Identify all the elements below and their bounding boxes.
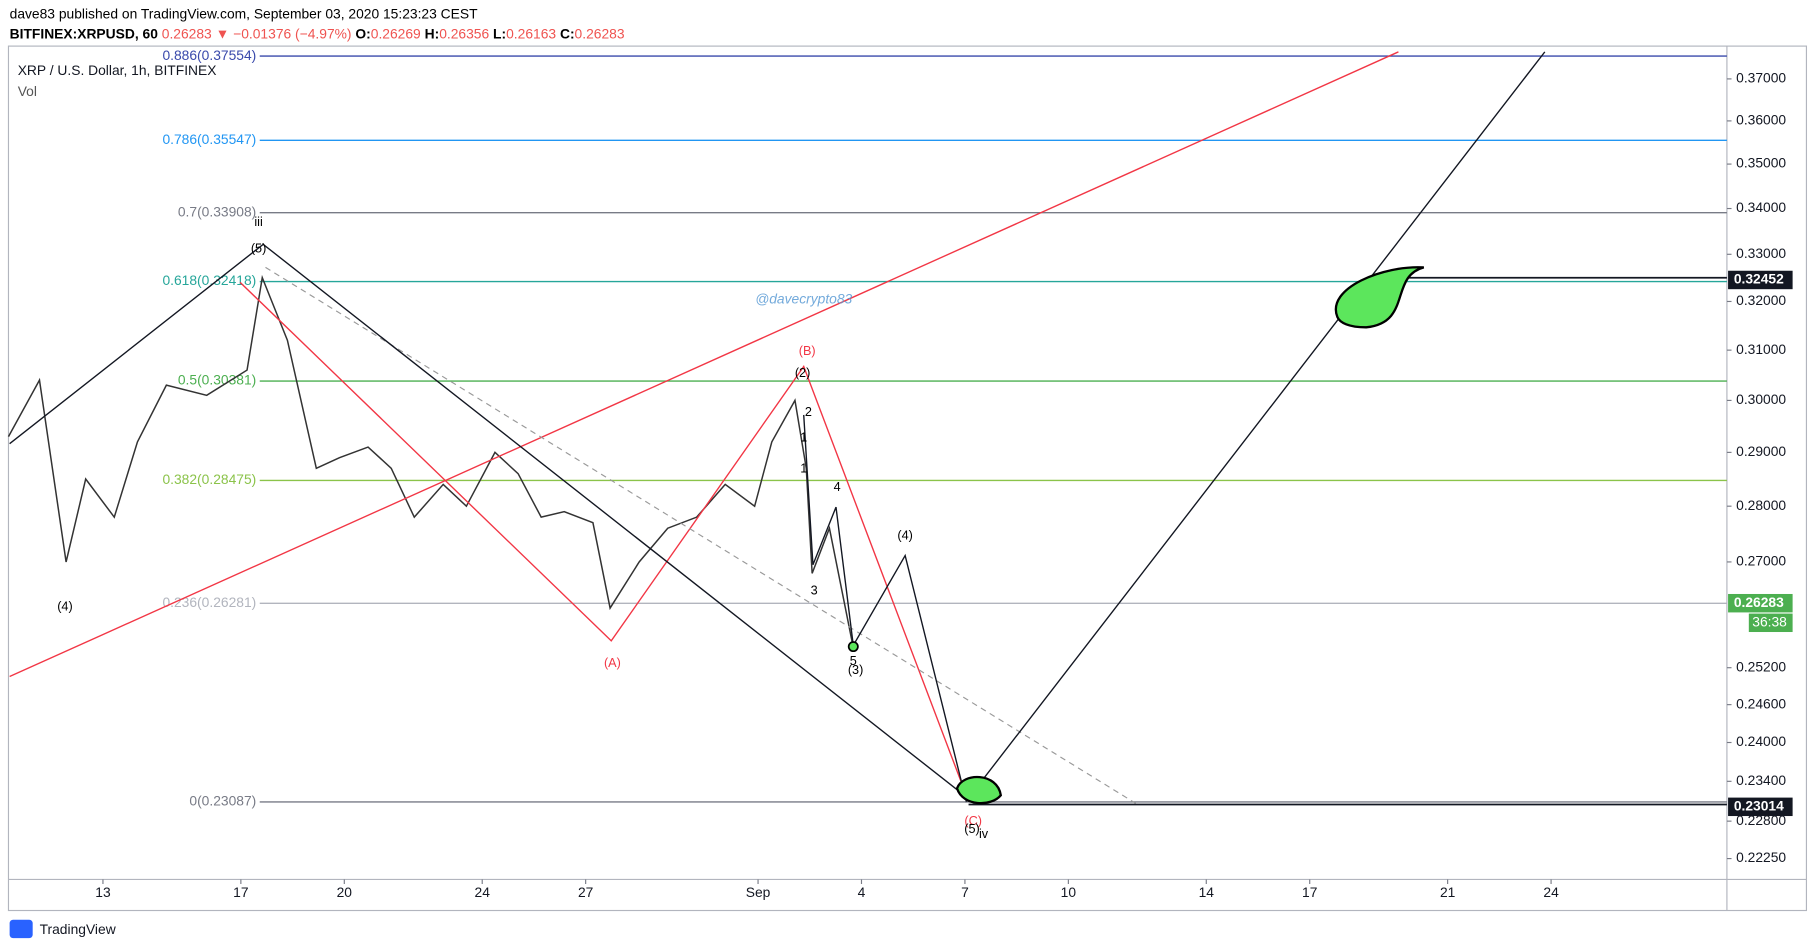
price-label: 0.23014 bbox=[1734, 797, 1784, 813]
last-price: 0.26283 bbox=[162, 25, 212, 41]
x-tick-label: Sep bbox=[746, 884, 771, 900]
wave-label: 3 bbox=[811, 584, 818, 598]
wave-label: (C) bbox=[964, 814, 982, 828]
price-label: 0.32452 bbox=[1734, 271, 1784, 287]
y-tick-label: 0.28000 bbox=[1736, 497, 1786, 513]
x-tick-label: 27 bbox=[578, 884, 593, 900]
fib-label: 0.7(0.33908) bbox=[178, 203, 256, 219]
footer: TradingView bbox=[40, 921, 117, 937]
x-tick-label: 20 bbox=[337, 884, 353, 900]
y-tick-label: 0.29000 bbox=[1736, 443, 1786, 459]
ohlc-key: O: bbox=[355, 25, 370, 41]
y-tick-label: 0.33000 bbox=[1736, 245, 1786, 261]
y-tick-label: 0.31000 bbox=[1736, 341, 1786, 357]
wave-label: iv bbox=[979, 827, 989, 841]
x-tick-label: 24 bbox=[475, 884, 491, 900]
x-tick-label: 4 bbox=[858, 884, 866, 900]
fib-label: 0.618(0.32418) bbox=[162, 272, 256, 288]
symbol-line: BITFINEX:XRPUSD, 60 0.26283 ▼ −0.01376 (… bbox=[10, 25, 625, 41]
ohlc-key: L: bbox=[493, 25, 506, 41]
target-blob bbox=[1334, 266, 1425, 329]
countdown: 36:38 bbox=[1752, 613, 1787, 629]
wave-label: 1 bbox=[800, 430, 807, 444]
chart-title: XRP / U.S. Dollar, 1h, BITFINEX bbox=[18, 62, 217, 78]
y-tick-label: 0.23400 bbox=[1736, 772, 1786, 788]
wave-label: 1 bbox=[800, 461, 807, 475]
x-tick-label: 17 bbox=[233, 884, 248, 900]
ohlc-value: 0.26269 bbox=[371, 25, 421, 41]
ohlc-value: 0.26163 bbox=[506, 25, 556, 41]
y-tick-label: 0.35000 bbox=[1736, 155, 1786, 171]
wave-label: 5 bbox=[850, 654, 857, 668]
wave-label: (5) bbox=[251, 241, 266, 255]
subtitle: Vol bbox=[18, 83, 37, 99]
x-tick-label: 13 bbox=[95, 884, 111, 900]
ohlc-value: 0.26283 bbox=[575, 25, 625, 41]
wave-label: (4) bbox=[897, 528, 912, 542]
change: ▼ −0.01376 (−4.97%) bbox=[216, 25, 352, 41]
publisher: dave83 published on TradingView.com, Sep… bbox=[10, 6, 478, 22]
x-tick-label: 7 bbox=[961, 884, 969, 900]
fib-label: 0.886(0.37554) bbox=[162, 47, 256, 63]
plot: 0.37000 0.36000 0.35000 0.34000 0.33000 0.320… bbox=[7, 47, 1793, 900]
wave-label: (3) bbox=[848, 663, 863, 677]
wave-label: (A) bbox=[604, 656, 621, 670]
y-tick-label: 0.34000 bbox=[1736, 199, 1786, 215]
footer-logo: TradingView bbox=[9, 919, 117, 939]
price-line bbox=[7, 274, 854, 644]
dashed-line bbox=[265, 266, 1136, 804]
x-tick-label: 21 bbox=[1440, 884, 1456, 900]
y-tick-label: 0.27000 bbox=[1736, 553, 1786, 569]
wave-label: (5) bbox=[964, 822, 979, 836]
symbol: BITFINEX:XRPUSD, 60 bbox=[10, 25, 159, 41]
x-tick-label: 10 bbox=[1061, 884, 1077, 900]
marker bbox=[847, 641, 859, 653]
trend-line bbox=[9, 51, 1399, 678]
fib-label: 0.5(0.30381) bbox=[178, 372, 256, 388]
y-tick-label: 0.36000 bbox=[1736, 112, 1786, 128]
frame bbox=[7, 45, 1808, 912]
price-label-box bbox=[1728, 593, 1793, 613]
x-tick-label: 24 bbox=[1543, 884, 1559, 900]
drawings bbox=[9, 51, 1727, 806]
x-tick-label: 14 bbox=[1199, 884, 1215, 900]
fib-label: 0.786(0.35547) bbox=[162, 131, 256, 147]
y-tick-label: 0.22250 bbox=[1736, 849, 1786, 865]
wave-label: (4) bbox=[57, 600, 72, 614]
wave-label: iii bbox=[254, 215, 262, 229]
y-tick-label: 0.24600 bbox=[1736, 695, 1786, 711]
fib-label: 0(0.23087) bbox=[189, 793, 256, 809]
wave-line bbox=[239, 281, 967, 796]
wave-label: 2 bbox=[805, 405, 812, 419]
target-blob bbox=[955, 775, 1003, 805]
y-tick-label: 0.32000 bbox=[1736, 292, 1786, 308]
watermark: @davecrypto83 bbox=[755, 290, 852, 306]
ohlc-key: C: bbox=[560, 25, 575, 41]
ohlc-key: H: bbox=[425, 25, 440, 41]
x-tick-label: 17 bbox=[1302, 884, 1317, 900]
wave-line bbox=[9, 243, 969, 800]
wave-label: 4 bbox=[834, 480, 841, 494]
price-label-box bbox=[1728, 797, 1793, 817]
price-label-box bbox=[1728, 270, 1793, 290]
wave-label: (2) bbox=[795, 366, 810, 380]
wave-label: (B) bbox=[799, 344, 816, 358]
logo-icon bbox=[9, 919, 33, 939]
fib-label: 0.382(0.28475) bbox=[162, 471, 256, 487]
y-tick-label: 0.30000 bbox=[1736, 391, 1786, 407]
ohlc-value: 0.26356 bbox=[439, 25, 489, 41]
wave-labels: (4) iii (5) (B) (2) 2 1 1 4 3 (4) 5 (3) … bbox=[57, 215, 989, 841]
countdown-box bbox=[1748, 613, 1793, 633]
price-label: 0.26283 bbox=[1734, 594, 1784, 610]
y-tick-label: 0.24000 bbox=[1736, 733, 1786, 749]
y-tick-label: 0.37000 bbox=[1736, 70, 1786, 86]
y-tick-label: 0.25200 bbox=[1736, 658, 1786, 674]
